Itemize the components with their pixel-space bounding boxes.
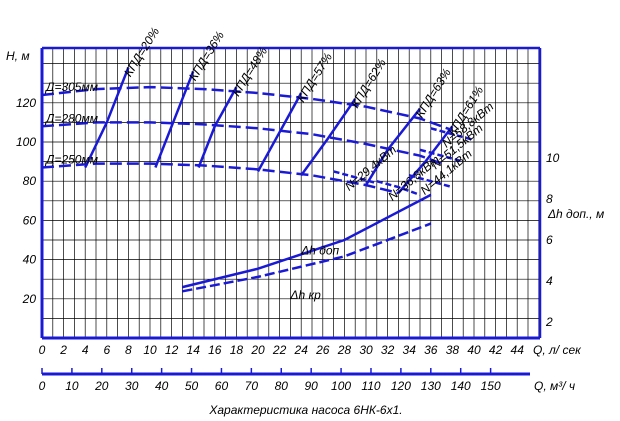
y2-tick-label: 4 (546, 274, 553, 288)
efficiency-curve-label: КПД=63% (413, 66, 454, 121)
x-tick-label: 26 (315, 343, 330, 357)
x-axis-label: Q, л/ сек (533, 343, 582, 357)
x-tick-label: 44 (511, 343, 525, 357)
x2-tick-label: 120 (391, 379, 411, 393)
power-curve (419, 148, 464, 163)
y-tick-label: 60 (23, 213, 37, 227)
efficiency-curve (154, 70, 195, 168)
x2-tick-label: 50 (185, 379, 199, 393)
y2-axis-label: Δh доп., м (547, 207, 604, 221)
power-curve (430, 127, 475, 142)
efficiency-curve-label: КПД=48% (229, 44, 270, 99)
y2-tick-label: 6 (546, 233, 553, 247)
x-tick-label: 40 (467, 343, 481, 357)
x-tick-label: 36 (424, 343, 438, 357)
y-tick-label: 40 (23, 253, 37, 267)
npsh-curve-label: Δh кр (289, 288, 321, 302)
head-curve (41, 121, 443, 165)
y-tick-label: 120 (16, 96, 36, 110)
x2-tick-label: 20 (94, 379, 109, 393)
power-curve (333, 170, 378, 185)
y-tick-label: 20 (22, 292, 37, 306)
x-tick-label: 18 (230, 343, 244, 357)
x-tick-label: 0 (39, 343, 46, 357)
x2-tick-label: 90 (304, 379, 318, 393)
x2-tick-label: 140 (451, 379, 471, 393)
y2-tick-label: 10 (546, 151, 560, 165)
x-tick-label: 16 (208, 343, 222, 357)
efficiency-curve-label: КПД=36% (186, 28, 227, 83)
x-tick-label: 20 (250, 343, 265, 357)
x2-tick-label: 40 (155, 379, 169, 393)
x-tick-label: 30 (359, 343, 373, 357)
x2-axis-label: Q, м³/ ч (534, 379, 575, 393)
grid (41, 48, 540, 339)
x-tick-label: 34 (403, 343, 417, 357)
x2-tick-label: 110 (361, 379, 380, 393)
efficiency-curve-label: КПД=20% (121, 25, 162, 80)
x2-tick-label: 80 (275, 379, 289, 393)
x-tick-label: 14 (187, 343, 201, 357)
x-tick-label: 8 (125, 343, 132, 357)
x-tick-label: 28 (337, 343, 352, 357)
x2-tick-label: 10 (65, 379, 79, 393)
efficiency-curve (197, 86, 238, 168)
x2-tick-label: 100 (331, 379, 351, 393)
efficiency-curve (256, 92, 303, 173)
y-axis-label: Н, м (6, 49, 30, 63)
efficiency-curve (300, 98, 357, 177)
x-tick-label: 38 (446, 343, 460, 357)
y-tick-label: 80 (23, 174, 37, 188)
x-tick-label: 2 (59, 343, 67, 357)
power-curve (408, 174, 453, 189)
head-curve-label: Д=280мм (44, 111, 98, 125)
efficiency-curve (397, 125, 454, 194)
head-curve (41, 162, 399, 195)
x-tick-label: 10 (143, 343, 157, 357)
x2-tick-label: 0 (39, 379, 46, 393)
y2-tick-label: 8 (546, 192, 553, 206)
power-curve (376, 179, 421, 197)
head-curve (41, 85, 453, 132)
x-tick-label: 22 (272, 343, 287, 357)
x-tick-label: 42 (489, 343, 503, 357)
y2-tick-label: 2 (545, 315, 553, 329)
efficiency-curve (84, 67, 130, 169)
curves (41, 67, 475, 293)
efficiency-curve (364, 107, 421, 186)
x2-tick-label: 30 (125, 379, 139, 393)
x2-tick-label: 70 (245, 379, 259, 393)
x2-tick-label: 60 (215, 379, 229, 393)
npsh-curve (182, 193, 432, 289)
chart-title: Характеристика насоса 6НК-6х1. (208, 403, 402, 417)
x-tick-label: 12 (165, 343, 179, 357)
x-tick-label: 32 (381, 343, 395, 357)
x2-tick-label: 130 (421, 379, 441, 393)
npsh-curve (182, 222, 432, 293)
x-tick-label: 24 (294, 343, 309, 357)
x-tick-label: 6 (103, 343, 110, 357)
efficiency-curve-label: КПД=57% (294, 50, 335, 105)
x-tick-label: 4 (82, 343, 89, 357)
npsh-curve-label: Δh доп (300, 244, 339, 258)
x2-tick-label: 150 (481, 379, 501, 393)
head-curve-label: Д=305мм (44, 80, 98, 94)
y-tick-label: 100 (16, 135, 36, 149)
head-curve-label: Д=250мм (44, 152, 98, 166)
